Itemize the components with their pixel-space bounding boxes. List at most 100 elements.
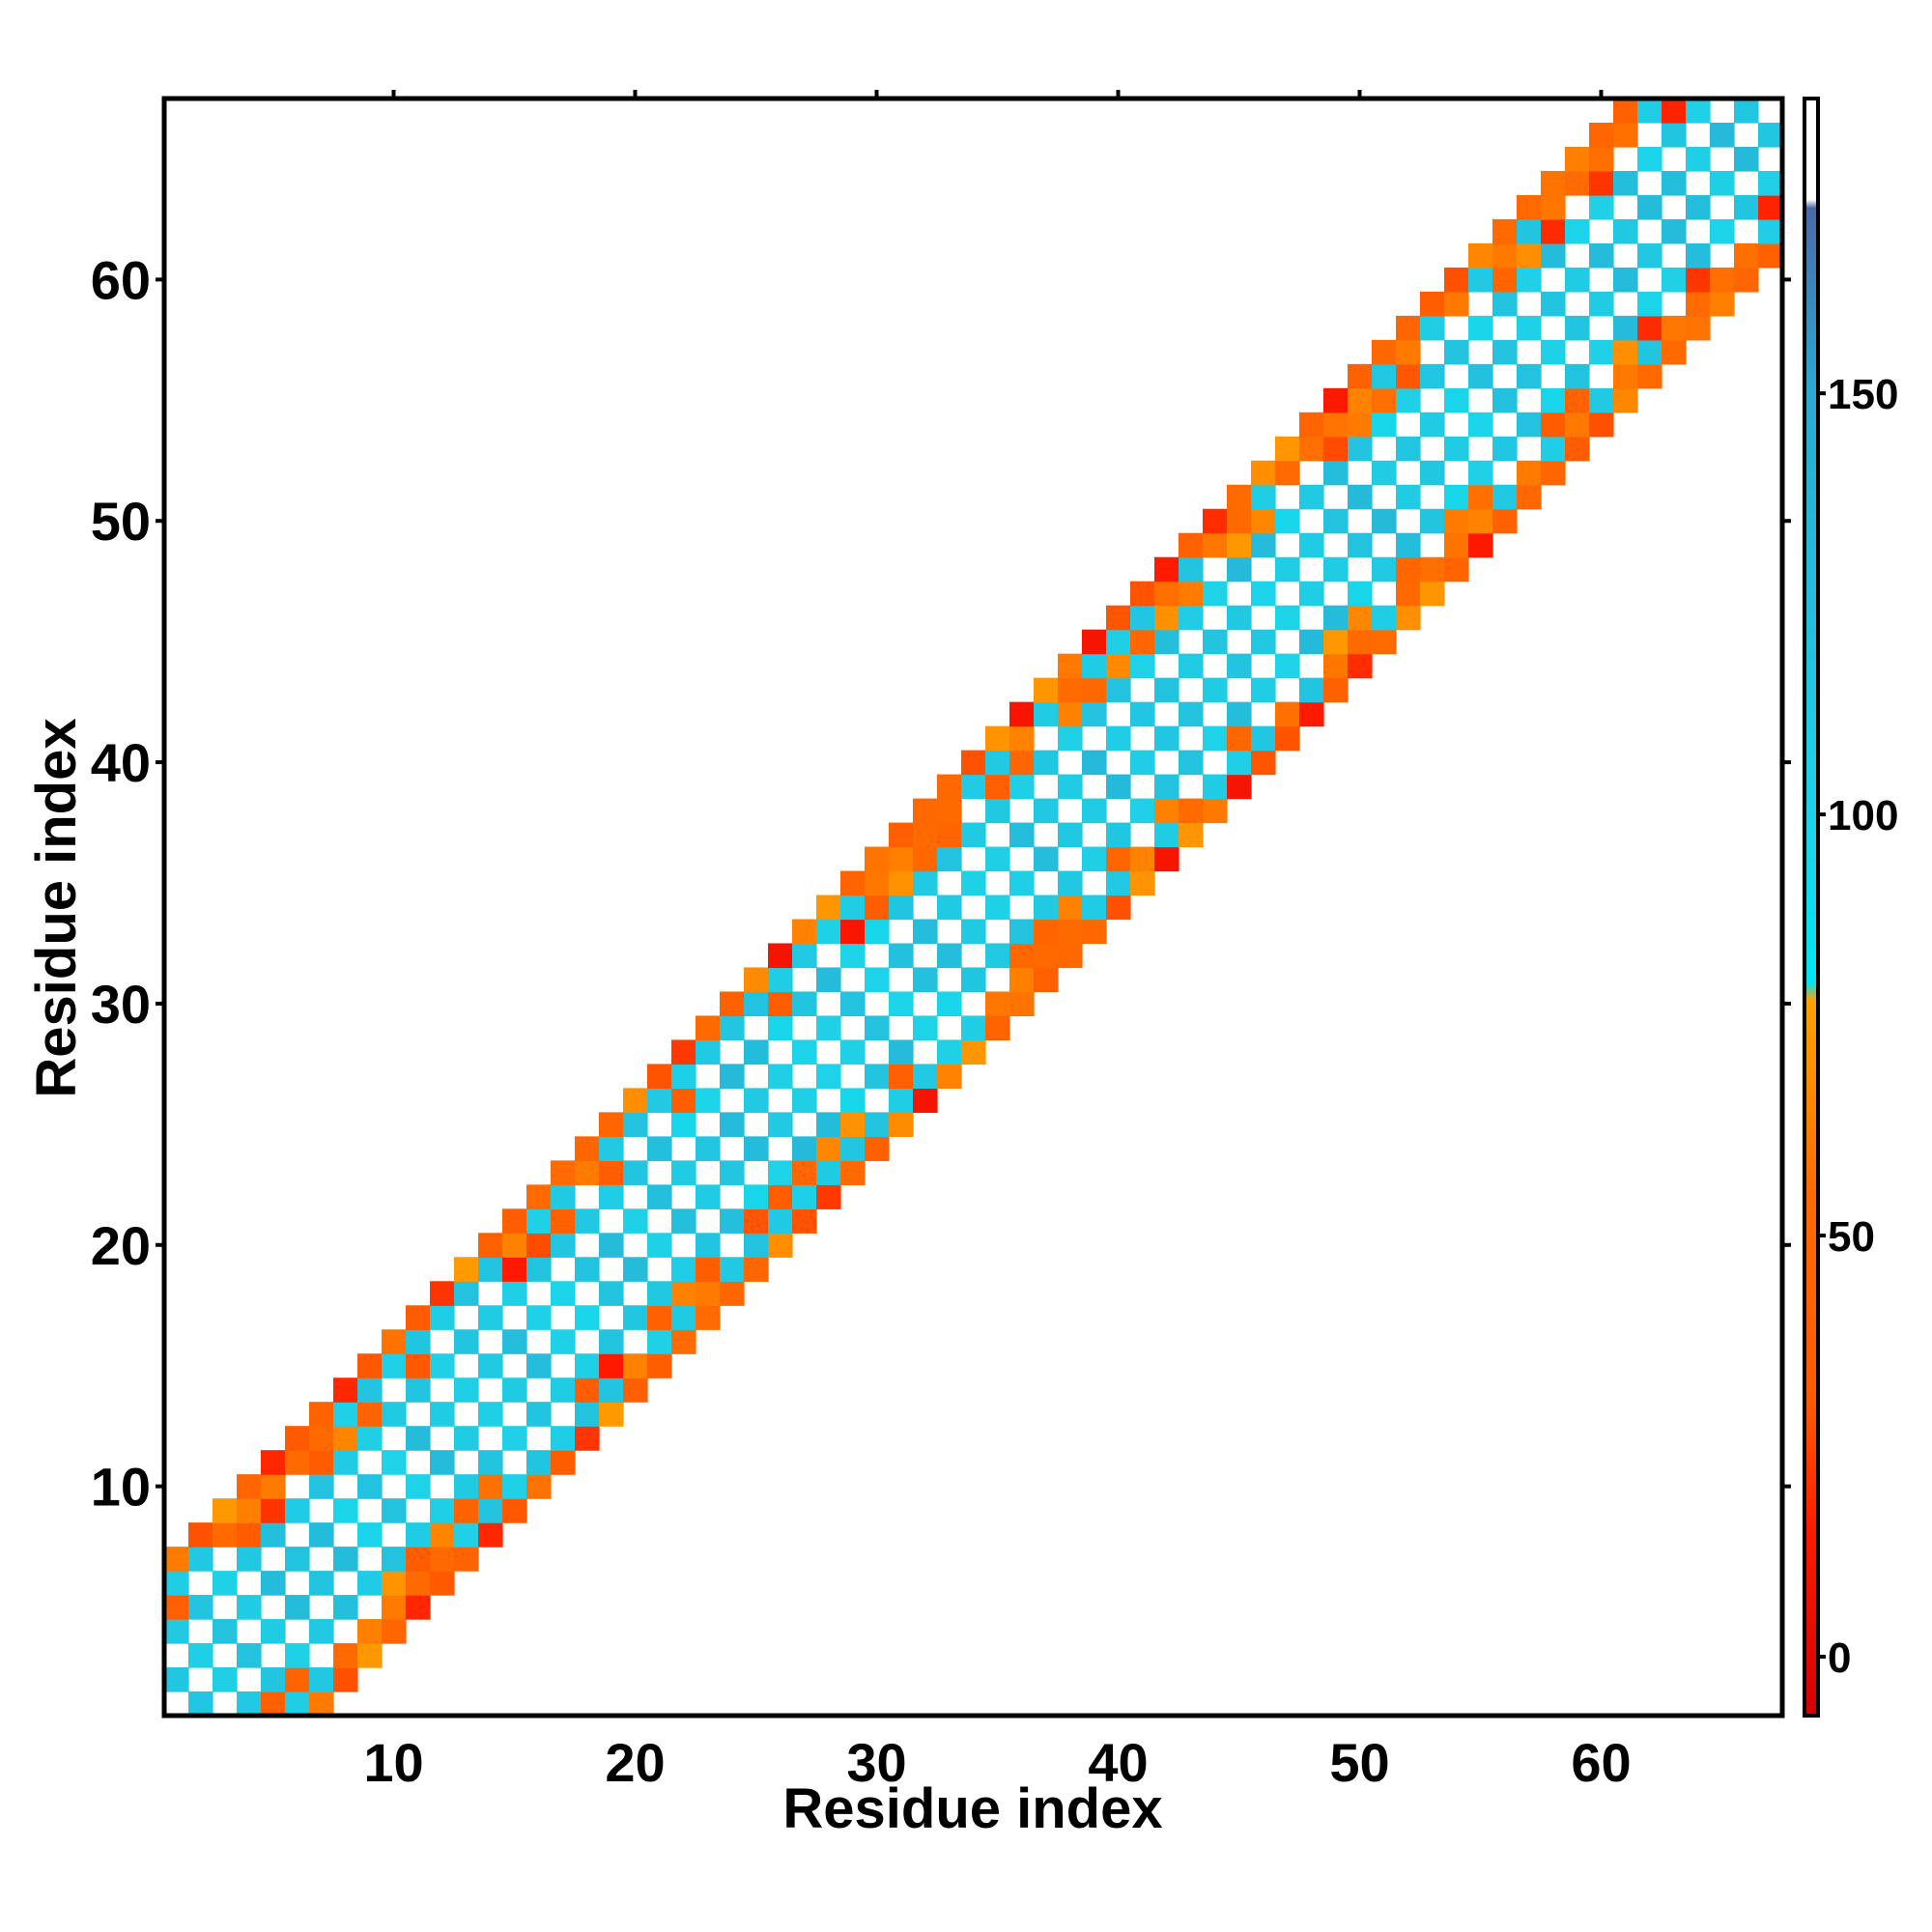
heatmap-cell — [816, 895, 841, 921]
heatmap-cell — [1734, 99, 1759, 124]
heatmap-cell — [1372, 412, 1397, 438]
heatmap-cell — [1299, 629, 1324, 655]
heatmap-cell — [478, 1522, 503, 1548]
heatmap-cell — [865, 895, 890, 921]
heatmap-cell — [985, 991, 1010, 1017]
heatmap-cell — [1420, 315, 1445, 341]
heatmap-cell — [261, 1498, 286, 1523]
heatmap-cell — [840, 943, 866, 969]
heatmap-cell — [1589, 146, 1614, 172]
heatmap-cell — [430, 1402, 455, 1427]
heatmap-cell — [1710, 122, 1735, 148]
heatmap-cell — [1444, 291, 1469, 317]
heatmap-cell — [1420, 363, 1445, 389]
heatmap-cell — [1420, 460, 1445, 486]
heatmap-cell — [1734, 267, 1759, 293]
heatmap-cell — [1275, 508, 1300, 534]
heatmap-cell — [744, 1088, 769, 1113]
heatmap-cell — [309, 1571, 334, 1596]
heatmap-cell — [1034, 798, 1059, 824]
heatmap-cell — [502, 1378, 527, 1403]
heatmap-cell — [1275, 653, 1300, 679]
heatmap-cell — [1348, 532, 1373, 558]
heatmap-cell — [1106, 895, 1131, 921]
heatmap-cell — [1034, 943, 1059, 969]
heatmap-cell — [1613, 218, 1638, 244]
heatmap-cell — [623, 1112, 648, 1137]
heatmap-cell — [1154, 556, 1179, 582]
heatmap-cell — [961, 822, 986, 848]
heatmap-cell — [478, 1305, 503, 1330]
y-tick-label: 10 — [91, 1457, 151, 1518]
heatmap-cell — [454, 1329, 479, 1354]
heatmap-cell — [333, 1402, 358, 1427]
heatmap-cell — [1565, 436, 1590, 462]
heatmap-cell — [357, 1619, 383, 1644]
heatmap-cell — [961, 1015, 986, 1041]
heatmap-cell — [526, 1450, 552, 1475]
heatmap-cell — [1009, 919, 1035, 945]
heatmap-cell — [478, 1474, 503, 1499]
heatmap-cell — [406, 1378, 431, 1403]
heatmap-cell — [1662, 99, 1687, 124]
heatmap-cell — [502, 1474, 527, 1499]
heatmap-cell — [333, 1378, 358, 1403]
heatmap-cell — [1468, 242, 1493, 269]
heatmap-cell — [188, 1595, 213, 1620]
heatmap-cell — [1203, 774, 1228, 800]
heatmap-cell — [840, 1112, 866, 1137]
heatmap-cell — [430, 1547, 455, 1572]
heatmap-cell — [1058, 919, 1083, 945]
heatmap-cell — [1106, 629, 1131, 655]
heatmap-cell — [937, 991, 962, 1017]
heatmap-cell — [840, 1088, 866, 1113]
colorbar-axis: 0 50 100 150 — [1818, 371, 1898, 1682]
heatmap-cell — [382, 1353, 407, 1378]
heatmap-cell — [1492, 242, 1518, 269]
heatmap-cell — [1613, 315, 1638, 341]
heatmap-cell — [865, 846, 890, 872]
heatmap-cell — [1758, 242, 1783, 269]
heatmap-cell — [913, 846, 938, 872]
heatmap-cell — [382, 1450, 407, 1475]
heatmap-cell — [865, 1112, 890, 1137]
heatmap-cell — [551, 1426, 576, 1451]
heatmap-cell — [1009, 725, 1035, 752]
heatmap-cell — [430, 1353, 455, 1378]
heatmap-cell — [454, 1474, 479, 1499]
heatmap-cell — [720, 1112, 745, 1137]
heatmap-cell — [357, 1378, 383, 1403]
heatmap-cell — [1468, 460, 1493, 486]
heatmap-cell — [623, 1353, 648, 1378]
heatmap-cell — [1179, 581, 1204, 607]
heatmap-cell — [1710, 267, 1735, 293]
heatmap-cell — [1565, 363, 1590, 389]
heatmap-cell — [840, 1039, 866, 1065]
heatmap-cell — [575, 1160, 600, 1185]
heatmap-cell — [502, 1281, 527, 1306]
heatmap-cell — [647, 1184, 672, 1209]
heatmap-cell — [1589, 194, 1614, 220]
heatmap-cell — [1396, 315, 1421, 341]
heatmap-cell — [1420, 556, 1445, 582]
heatmap-cell — [551, 1450, 576, 1475]
heatmap-cell — [261, 1691, 286, 1717]
heatmap-cell — [1420, 412, 1445, 438]
heatmap-cell — [237, 1547, 262, 1572]
heatmap-cell — [599, 1378, 624, 1403]
heatmap-cell — [1203, 581, 1228, 607]
heatmap-cell — [816, 919, 841, 945]
heatmap-cell — [1082, 798, 1107, 824]
heatmap-cell — [1179, 532, 1204, 558]
heatmap-cell — [526, 1208, 552, 1234]
heatmap-cell — [164, 1595, 189, 1620]
heatmap-cell — [406, 1595, 431, 1620]
heatmap-cell — [599, 1233, 624, 1258]
heatmap-cell — [357, 1643, 383, 1668]
heatmap-cell — [1154, 605, 1179, 631]
heatmap-cell — [768, 1184, 793, 1209]
heatmap-cell — [1444, 267, 1469, 293]
heatmap-cell — [575, 1426, 600, 1451]
heatmap-cell — [599, 1160, 624, 1185]
